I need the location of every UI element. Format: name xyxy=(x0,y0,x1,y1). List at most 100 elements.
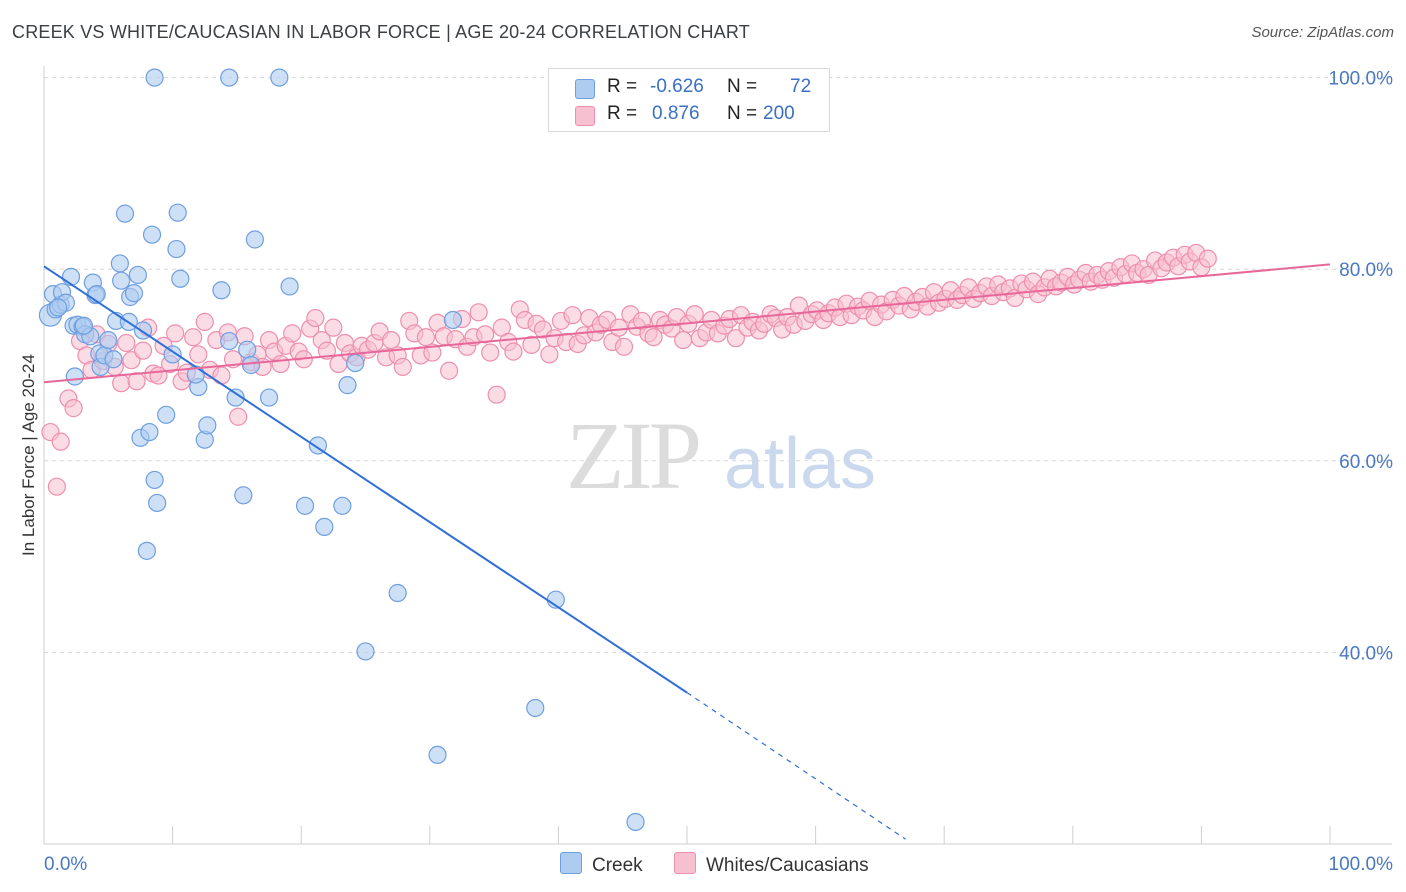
white-point-42 xyxy=(283,324,302,343)
creek-point-30 xyxy=(137,541,156,560)
creek-point-64 xyxy=(626,812,645,832)
chart-title: CREEK VS WHITE/CAUCASIAN IN LABOR FORCE … xyxy=(12,22,750,42)
creek-point-22 xyxy=(112,271,131,290)
creek-point-44 xyxy=(220,331,239,351)
creek-point-61 xyxy=(443,310,463,330)
x-tick-label-max: 100.0% xyxy=(1329,854,1394,875)
white-point-74 xyxy=(469,303,488,322)
white-point-75 xyxy=(475,325,495,344)
watermark-atlas: atlas xyxy=(724,424,876,504)
creek-n-label: N = xyxy=(727,76,758,97)
creek-point-32 xyxy=(142,225,162,244)
creek-point-33 xyxy=(145,470,164,490)
y-tick-label-100: 100.0% xyxy=(1329,69,1394,90)
white-point-86 xyxy=(540,345,559,364)
white-point-33 xyxy=(229,407,248,426)
white-point-16 xyxy=(133,341,153,360)
creek-point-35 xyxy=(157,405,176,424)
white-point-4 xyxy=(64,399,83,418)
white-point-48 xyxy=(317,341,337,360)
creek-point-8 xyxy=(65,367,84,386)
white-point-83 xyxy=(522,335,541,354)
white-point-22 xyxy=(166,324,185,343)
watermark-zip: ZIP xyxy=(566,402,699,509)
creek-point-59 xyxy=(388,583,407,603)
creek-r-value: -0.626 xyxy=(650,76,704,97)
white-point-199 xyxy=(1198,249,1217,268)
legend-creek-swatch xyxy=(560,852,582,874)
creek-point-58 xyxy=(356,642,375,661)
creek-point-27 xyxy=(128,265,147,285)
white-point-98 xyxy=(609,318,628,337)
creek-point-69 xyxy=(49,298,68,317)
white-n-value: 200 xyxy=(763,103,795,124)
white-point-25 xyxy=(184,328,203,347)
white-point-49 xyxy=(324,318,343,337)
white-point-90 xyxy=(563,306,582,325)
white-point-80 xyxy=(504,342,523,361)
axes xyxy=(43,66,1392,845)
creek-point-56 xyxy=(338,376,357,395)
creek-point-48 xyxy=(241,355,261,375)
white-point-65 xyxy=(416,328,436,347)
creek-point-55 xyxy=(333,496,352,515)
creek-point-49 xyxy=(245,230,265,249)
creek-point-70 xyxy=(87,285,106,304)
creek-point-36 xyxy=(163,345,182,364)
creek-point-62 xyxy=(526,698,545,718)
creek-point-37 xyxy=(167,239,186,259)
legend-item-creek[interactable]: Creek xyxy=(560,852,643,877)
white-point-69 xyxy=(439,361,459,380)
white-r-label: R = xyxy=(607,103,638,124)
x-ticks xyxy=(43,826,1331,844)
white-point-111 xyxy=(685,305,704,324)
creek-r-label: R = xyxy=(607,76,638,97)
creek-point-50 xyxy=(259,388,279,407)
creek-point-66 xyxy=(220,68,239,87)
creek-point-34 xyxy=(148,493,167,513)
white-point-104 xyxy=(644,328,663,347)
y-tick-label-80: 80.0% xyxy=(1339,260,1393,281)
creek-points xyxy=(38,68,645,832)
white-point-59 xyxy=(382,330,401,350)
legend-white-label: Whites/Caucasians xyxy=(706,855,869,876)
white-point-129 xyxy=(789,296,808,315)
y-tick-label-40: 40.0% xyxy=(1339,643,1393,664)
white-r-value: 0.876 xyxy=(652,103,700,124)
white-point-118 xyxy=(726,329,745,348)
white-point-99 xyxy=(614,337,634,356)
creek-point-31 xyxy=(140,422,159,442)
white-point-30 xyxy=(212,366,231,385)
creek-point-65 xyxy=(145,68,164,87)
white-point-46 xyxy=(306,308,325,328)
white-point-2 xyxy=(51,432,70,451)
creek-n-value: 72 xyxy=(790,76,812,97)
stats-row-white: R = 0.876 N = 200 xyxy=(549,102,829,128)
creek-point-23 xyxy=(115,204,135,223)
legend-white-swatch xyxy=(674,852,696,874)
white-point-13 xyxy=(117,333,136,353)
stats-row-creek: R = -0.626 N = 72 xyxy=(549,75,829,101)
creek-point-51 xyxy=(280,277,299,296)
creek-point-38 xyxy=(168,203,187,222)
white-n-label: N = xyxy=(727,103,758,124)
y-tick-label-60: 60.0% xyxy=(1339,452,1393,473)
white-point-76 xyxy=(481,343,500,362)
creek-point-43 xyxy=(212,281,231,300)
white-point-77 xyxy=(487,385,506,404)
white-point-26 xyxy=(189,345,208,364)
y-axis-label: In Labor Force | Age 20-24 xyxy=(19,354,38,556)
watermark: ZIP atlas xyxy=(566,402,876,509)
creek-trend-extension xyxy=(686,692,906,840)
white-point-61 xyxy=(393,357,412,377)
source-label: Source: ZipAtlas.com xyxy=(1251,24,1394,41)
creek-point-21 xyxy=(110,254,129,273)
creek-point-57 xyxy=(346,353,365,373)
creek-point-67 xyxy=(270,68,289,87)
legend-item-white[interactable]: Whites/Caucasians xyxy=(674,852,869,877)
creek-point-46 xyxy=(234,486,253,505)
creek-point-19 xyxy=(104,350,123,369)
stats-box: R = -0.626 N = 72 R = 0.876 N = 200 xyxy=(548,68,830,132)
creek-point-52 xyxy=(295,496,315,515)
